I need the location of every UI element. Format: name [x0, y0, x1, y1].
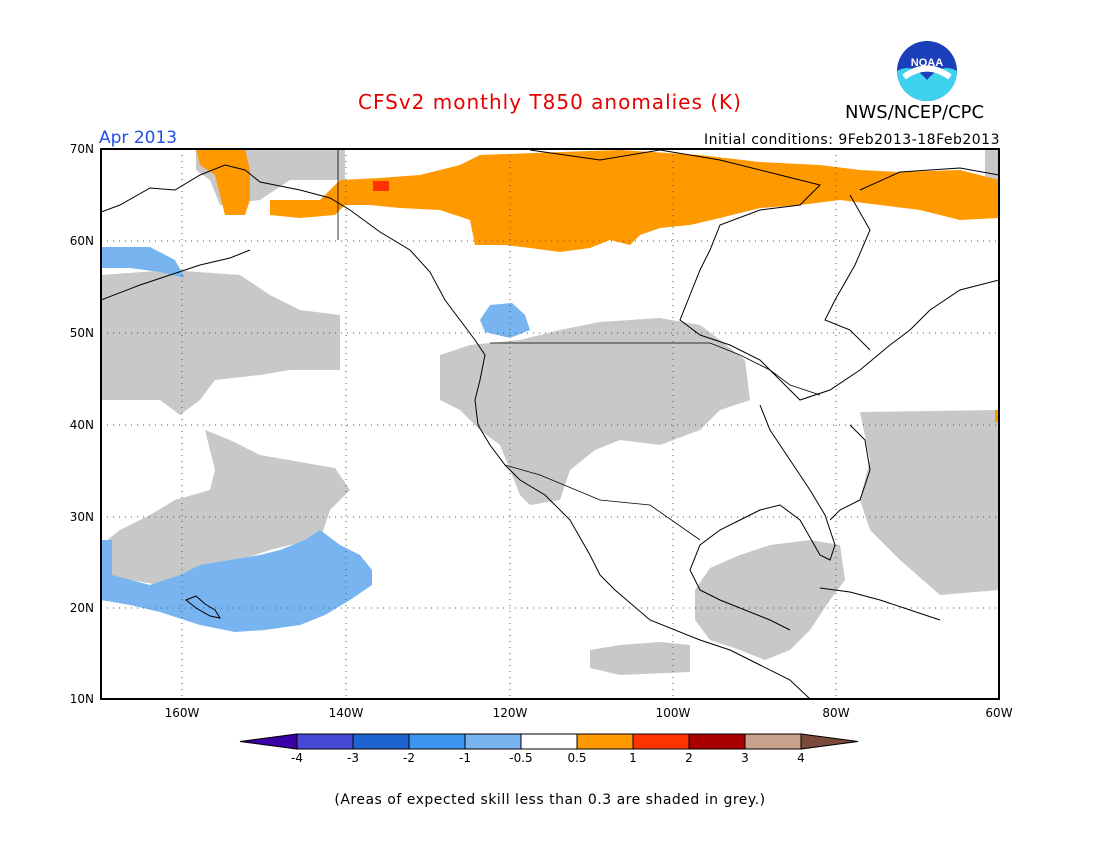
colorbar-arrow-low: [239, 733, 298, 750]
colorbar-tick-label: -4: [291, 751, 303, 765]
colorbar-tick-label: -2: [403, 751, 415, 765]
map-frame: [100, 148, 1000, 700]
low-skill-shading: [101, 149, 999, 675]
noaa-logo: NOAA: [896, 40, 958, 102]
country-borders: [337, 149, 821, 541]
colorbar-tick-label: 3: [741, 751, 749, 765]
colorbar-tick-label: 4: [797, 751, 805, 765]
colorbar-segment: [296, 733, 354, 750]
lon-label-60w: 60W: [985, 706, 1013, 720]
lat-label-30n: 30N: [69, 510, 94, 524]
warm-anomaly-areas: [196, 149, 999, 422]
colorbar-tick-label: 1: [629, 751, 637, 765]
initial-conditions: Initial conditions: 9Feb2013-18Feb2013: [704, 132, 1000, 148]
lat-label-40n: 40N: [69, 418, 94, 432]
lon-label-100w: 100W: [655, 706, 691, 720]
forecast-month: Apr 2013: [99, 128, 178, 148]
footnote: (Areas of expected skill less than 0.3 a…: [334, 792, 766, 808]
colorbar-segment: [352, 733, 410, 750]
colorbar-segment: [520, 733, 578, 750]
lon-label-160w: 160W: [164, 706, 200, 720]
lat-label-10n: 10N: [69, 692, 94, 706]
coastlines: [101, 149, 999, 699]
colorbar-segment: [688, 733, 746, 750]
colorbar-segment: [408, 733, 466, 750]
colorbar-tick-label: 2: [685, 751, 693, 765]
colorbar-tick-label: -3: [347, 751, 359, 765]
colorbar-tick-label: -0.5: [509, 751, 533, 765]
colorbar-tick-label: -1: [459, 751, 471, 765]
strong-warm-anomaly: [373, 181, 389, 191]
svg-text:NOAA: NOAA: [911, 57, 943, 69]
lat-label-50n: 50N: [69, 326, 94, 340]
colorbar-tick-label: 0.5: [567, 751, 587, 765]
agency-label: NWS/NCEP/CPC: [845, 102, 985, 123]
lat-label-60n: 60N: [69, 234, 94, 248]
colorbar-arrow-high: [800, 733, 859, 750]
lon-label-120w: 120W: [492, 706, 528, 720]
lon-label-140w: 140W: [328, 706, 364, 720]
colorbar: [239, 733, 859, 750]
lat-label-70n: 70N: [69, 142, 94, 156]
lon-label-80w: 80W: [822, 706, 850, 720]
cold-anomaly-areas: [101, 247, 530, 632]
lat-label-20n: 20N: [69, 601, 94, 615]
colorbar-segment: [744, 733, 802, 750]
colorbar-segment: [576, 733, 634, 750]
map-title: CFSv2 monthly T850 anomalies (K): [358, 90, 742, 114]
colorbar-segment: [464, 733, 522, 750]
colorbar-segment: [632, 733, 690, 750]
